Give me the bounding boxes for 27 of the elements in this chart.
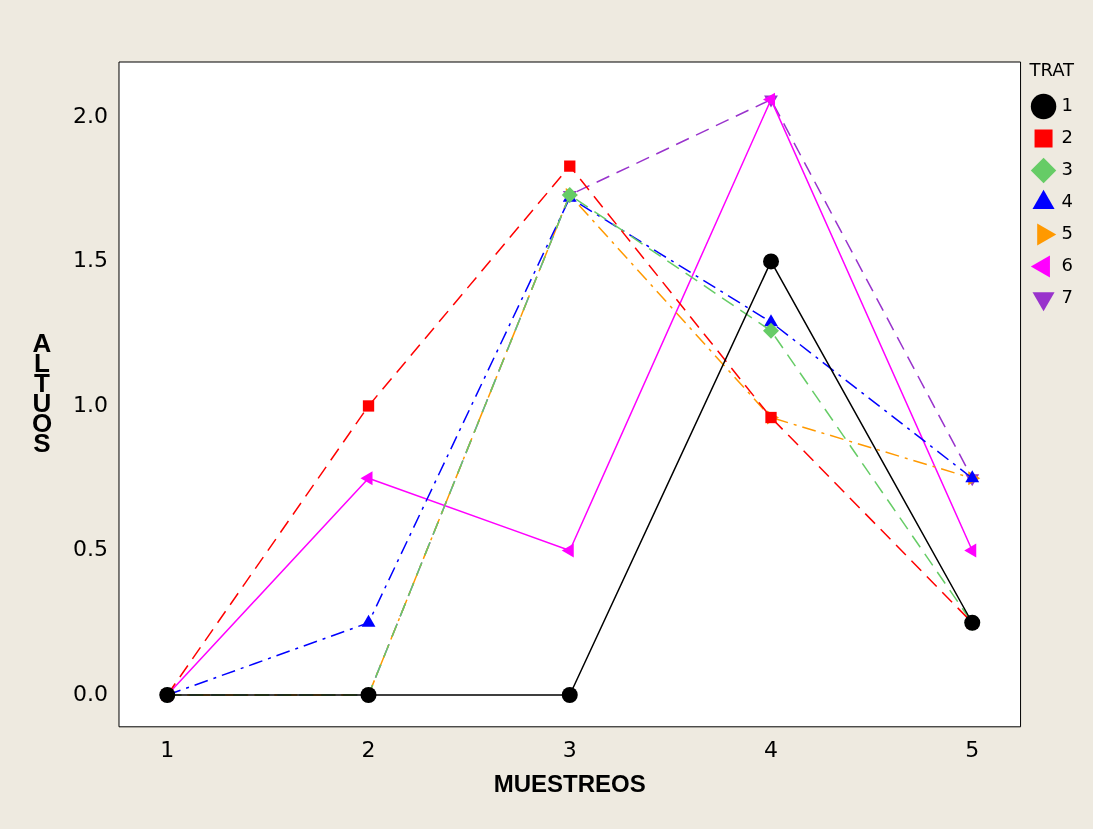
- point: [763, 322, 780, 339]
- y-tick-label: 2.0: [72, 102, 108, 128]
- x-axis-title: MUESTREOS: [493, 770, 646, 798]
- legend-label: 7: [1061, 286, 1073, 308]
- point: [360, 471, 373, 486]
- y-tick-label: 0.0: [72, 680, 108, 706]
- x-tick-label: 1: [160, 736, 175, 762]
- legend-label: 4: [1061, 190, 1073, 212]
- y-tick-label: 0.5: [72, 536, 108, 562]
- point: [561, 687, 578, 704]
- x-tick-label: 5: [965, 736, 980, 762]
- y-axis-title: ALTUOS: [31, 327, 53, 458]
- point: [763, 253, 780, 270]
- y-tick-label: 1.5: [72, 247, 108, 273]
- point: [564, 160, 576, 172]
- legend-label: 2: [1061, 126, 1073, 148]
- legend-label: 3: [1061, 158, 1073, 180]
- point: [362, 400, 375, 412]
- x-tick-label: 2: [361, 736, 376, 762]
- legend-label: 5: [1061, 222, 1073, 244]
- x-tick-label: 4: [764, 736, 779, 762]
- point: [964, 543, 977, 558]
- x-tick-label: 3: [562, 736, 577, 762]
- legend-label: 6: [1061, 254, 1073, 276]
- legend-label: 1: [1061, 94, 1073, 116]
- legend-title: TRAT: [1028, 58, 1076, 80]
- y-tick-label: 1.0: [72, 391, 108, 417]
